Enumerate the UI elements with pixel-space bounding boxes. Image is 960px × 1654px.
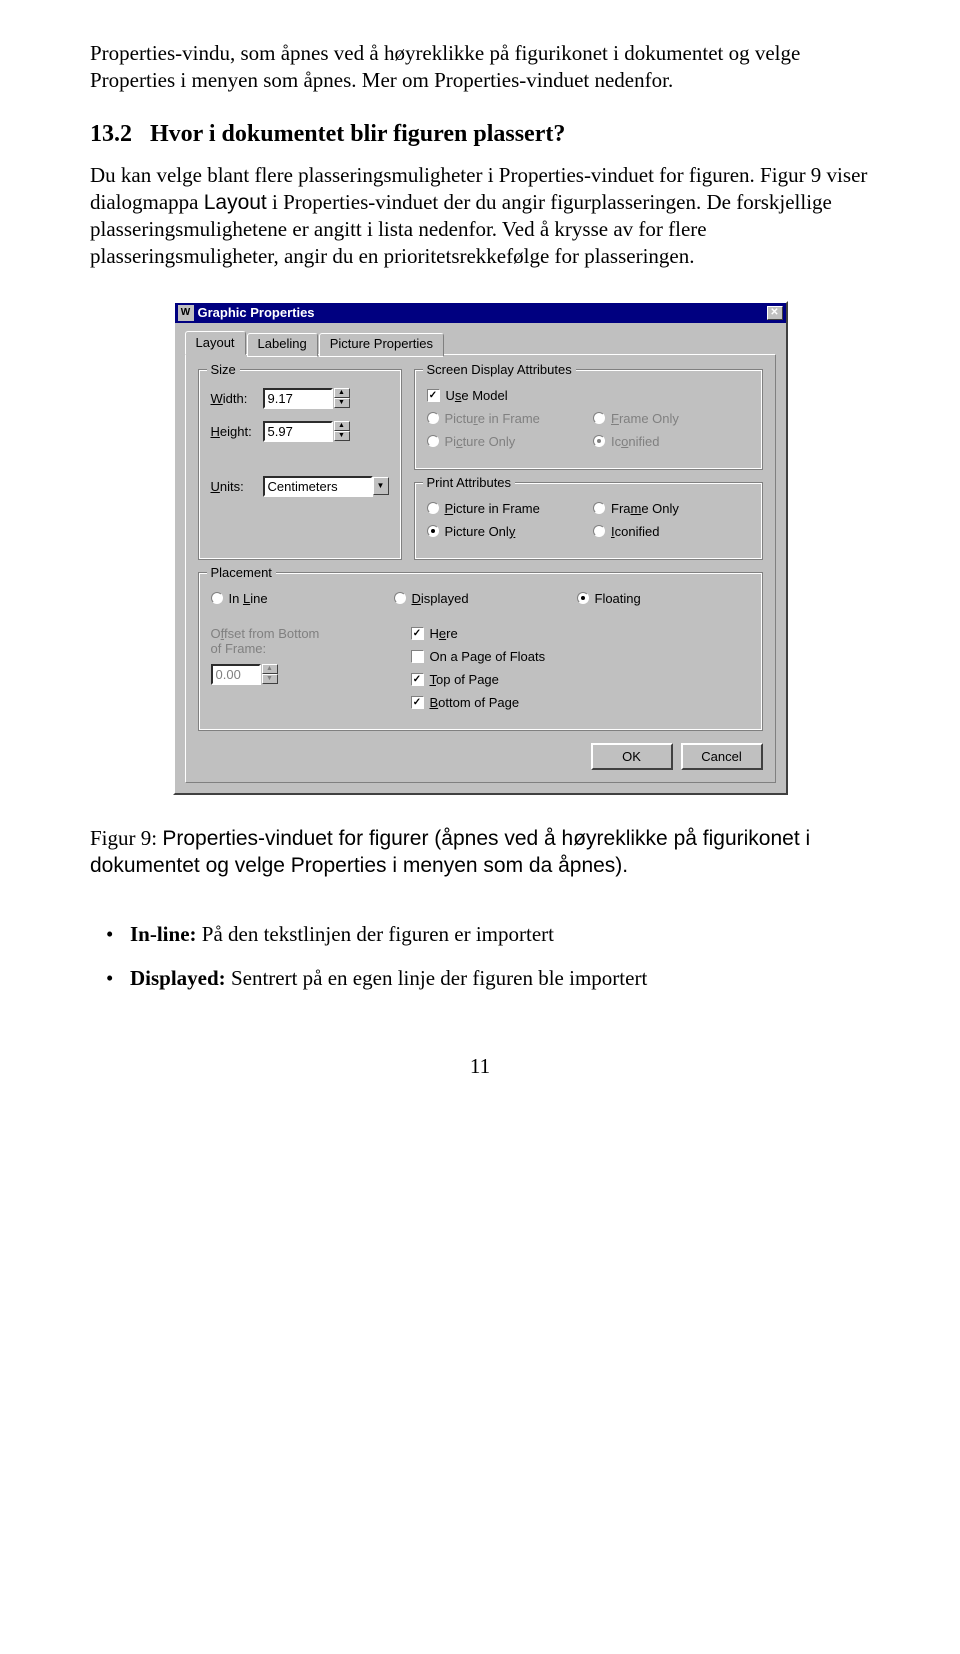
- placement-inline-radio[interactable]: [211, 592, 223, 604]
- cancel-button[interactable]: Cancel: [681, 743, 763, 770]
- print-pif-label: Picture in Frame: [445, 501, 540, 516]
- size-legend: Size: [207, 362, 240, 377]
- tab-labeling[interactable]: Labeling: [247, 333, 318, 357]
- units-combo[interactable]: Centimeters: [263, 476, 373, 497]
- placement-floating-label: Floating: [595, 591, 641, 606]
- sda-frameonly-label: Frame Only: [611, 411, 679, 426]
- offset-spinner: ▲▼: [262, 664, 278, 685]
- placement-displayed-radio[interactable]: [394, 592, 406, 604]
- print-attributes-group: Print Attributes Picture in Frame Frame …: [414, 482, 763, 560]
- sda-piconly-label: Picture Only: [445, 434, 516, 449]
- sda-pif-radio: [427, 412, 439, 424]
- use-model-label: Use Model: [446, 388, 508, 403]
- print-legend: Print Attributes: [423, 475, 516, 490]
- bottom-label: Bottom of Page: [430, 695, 520, 710]
- section-heading: 13.2 Hvor i dokumentet blir figuren plas…: [90, 121, 870, 148]
- top-checkbox[interactable]: ✓: [411, 673, 424, 686]
- caption-text: Properties-vinduet for figurer (åpnes ve…: [90, 827, 810, 877]
- layout-panel: Size Width: ▲▼ Height:: [185, 354, 776, 783]
- bullet-inline-strong: In-line:: [130, 922, 197, 946]
- placement-inline-label: In Line: [229, 591, 268, 606]
- sda-pif-label: Picture in Frame: [445, 411, 540, 426]
- tab-layout[interactable]: Layout: [185, 331, 246, 355]
- figure-caption: Figur 9: Properties-vinduet for figurer …: [90, 825, 870, 880]
- height-spinner[interactable]: ▲▼: [334, 421, 350, 441]
- use-model-checkbox[interactable]: ✓: [427, 389, 440, 402]
- bullet-displayed-rest: Sentrert på en egen linje der figuren bl…: [226, 966, 648, 990]
- bullet-inline: In-line: På den tekstlinjen der figuren …: [130, 919, 870, 951]
- bullet-displayed-strong: Displayed:: [130, 966, 226, 990]
- height-label: Height:: [211, 424, 263, 439]
- width-spinner[interactable]: ▲▼: [334, 388, 350, 408]
- units-dropdown-icon[interactable]: ▼: [373, 477, 389, 495]
- offset-input: [211, 664, 261, 685]
- print-piconly-label: Picture Only: [445, 524, 516, 539]
- dialog-title: Graphic Properties: [198, 305, 315, 320]
- app-icon: W: [178, 305, 194, 321]
- print-icon-radio[interactable]: [593, 525, 605, 537]
- close-icon[interactable]: ✕: [767, 306, 783, 320]
- bottom-checkbox[interactable]: ✓: [411, 696, 424, 709]
- document-page: Properties-vindu, som åpnes ved å høyrek…: [0, 0, 960, 1129]
- dialog-titlebar[interactable]: W Graphic Properties ✕: [175, 303, 786, 323]
- width-input[interactable]: [263, 388, 333, 409]
- offset-area: Offset from Bottom of Frame: ▲▼: [211, 626, 401, 718]
- width-label: Width:: [211, 391, 263, 406]
- bullet-displayed: Displayed: Sentrert på en egen linje der…: [130, 963, 870, 995]
- ok-button[interactable]: OK: [591, 743, 673, 770]
- print-pif-radio[interactable]: [427, 502, 439, 514]
- pagefloats-checkbox[interactable]: [411, 650, 424, 663]
- section-number: 13.2: [90, 121, 132, 147]
- placement-displayed-label: Displayed: [412, 591, 469, 606]
- intro-paragraph: Properties-vindu, som åpnes ved å høyrek…: [90, 40, 870, 95]
- print-icon-label: Iconified: [611, 524, 659, 539]
- bullet-inline-rest: På den tekstlinjen der figuren er import…: [197, 922, 554, 946]
- body-layout-word: Layout: [204, 191, 267, 214]
- here-checkbox[interactable]: ✓: [411, 627, 424, 640]
- body-paragraph: Du kan velge blant flere plasseringsmuli…: [90, 162, 870, 271]
- size-group: Size Width: ▲▼ Height:: [198, 369, 402, 560]
- page-number: 11: [90, 1054, 870, 1079]
- tab-picture-properties[interactable]: Picture Properties: [319, 333, 444, 357]
- screen-display-group: Screen Display Attributes ✓ Use Model Pi…: [414, 369, 763, 470]
- here-label: Here: [430, 626, 458, 641]
- placement-floating-radio[interactable]: [577, 592, 589, 604]
- placement-legend: Placement: [207, 565, 276, 580]
- section-title: Hvor i dokumentet blir figuren plassert?: [150, 121, 565, 147]
- print-piconly-radio[interactable]: [427, 525, 439, 537]
- pagefloats-label: On a Page of Floats: [430, 649, 546, 664]
- graphic-properties-dialog: W Graphic Properties ✕ Layout Labeling P…: [173, 301, 788, 795]
- figure-9: W Graphic Properties ✕ Layout Labeling P…: [173, 301, 788, 795]
- caption-fig-label: Figur 9:: [90, 826, 162, 850]
- units-label: Units:: [211, 479, 263, 494]
- top-label: Top of Page: [430, 672, 499, 687]
- sda-icon-label: Iconified: [611, 434, 659, 449]
- print-frameonly-radio[interactable]: [593, 502, 605, 514]
- tab-strip: Layout Labeling Picture Properties: [185, 331, 776, 355]
- sda-legend: Screen Display Attributes: [423, 362, 576, 377]
- placement-group: Placement In Line Displayed Floating Off…: [198, 572, 763, 731]
- print-frameonly-label: Frame Only: [611, 501, 679, 516]
- bullet-list: In-line: På den tekstlinjen der figuren …: [90, 919, 870, 994]
- height-input[interactable]: [263, 421, 333, 442]
- offset-label-b: of Frame:: [211, 641, 401, 656]
- offset-label-a: Offset from Bottom: [211, 626, 401, 641]
- sda-piconly-radio: [427, 435, 439, 447]
- sda-frameonly-radio: [593, 412, 605, 424]
- dialog-body: Layout Labeling Picture Properties Size …: [175, 323, 786, 793]
- sda-icon-radio: [593, 435, 605, 447]
